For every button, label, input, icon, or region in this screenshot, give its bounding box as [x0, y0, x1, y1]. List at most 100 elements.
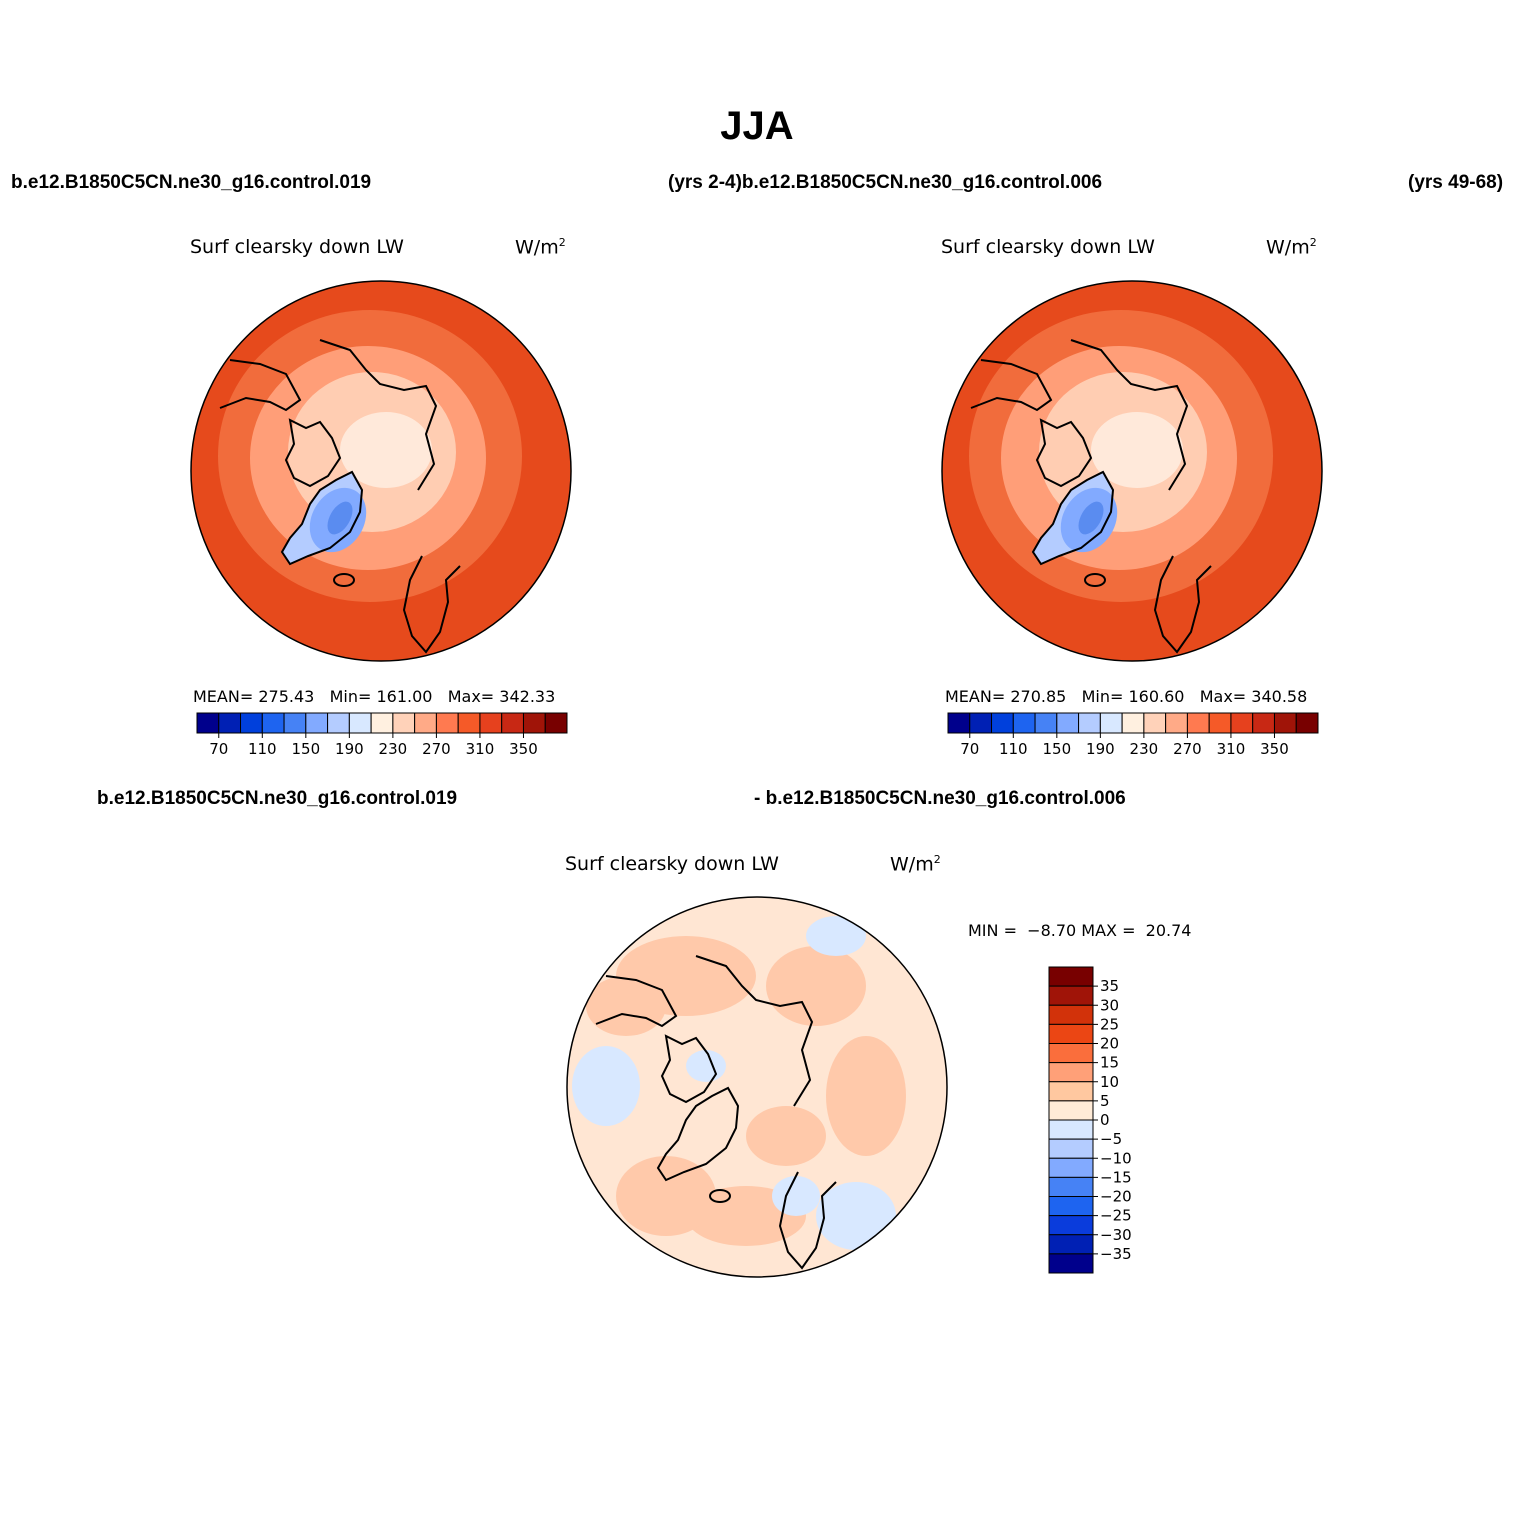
diff-positive-area [766, 946, 866, 1026]
diff-positive-area [586, 976, 666, 1036]
archipelago-outline [284, 418, 342, 488]
scandinavia-coast [402, 555, 461, 654]
colorbar-swatch [1121, 712, 1145, 734]
colorbar-swatch [544, 712, 568, 734]
alaska-coast [595, 975, 678, 1028]
greenland-min [327, 501, 353, 535]
colorbar-swatch [283, 712, 307, 734]
panel2-units: W/m2 [1266, 236, 1317, 259]
colorbar-swatch [1048, 1023, 1094, 1044]
colorbar-swatch [1048, 1004, 1094, 1025]
panel2-variable: Surf clearsky down LW [941, 236, 1155, 258]
colorbar-swatch [1230, 712, 1254, 734]
archipelago-outline [660, 1034, 718, 1104]
case2-years-header: (yrs 49-68) [1408, 172, 1504, 193]
colorbar-swatch [479, 712, 503, 734]
iceland-outline [333, 573, 355, 587]
colorbar-swatch [1012, 712, 1036, 734]
panel1-stats: MEAN= 275.43 Min= 161.00 Max= 342.33 [193, 687, 556, 706]
colorbar-tick-label: −15 [1100, 1168, 1132, 1186]
colorbar-tick-label: 350 [1260, 740, 1289, 758]
diff-case2-header: - b.e12.B1850C5CN.ne30_g16.control.006 [754, 788, 1126, 809]
diff-negative-area [816, 1182, 896, 1250]
colorbar-tick-label: 270 [422, 740, 451, 758]
colorbar-swatch [240, 712, 263, 734]
colorbar-swatch [522, 712, 546, 734]
colorbar-tick-label: 350 [509, 740, 538, 758]
alaska-coast [970, 359, 1053, 412]
colorbar-swatch [414, 712, 437, 734]
case1-header: b.e12.B1850C5CN.ne30_g16.control.019 [11, 172, 372, 193]
panel3-variable: Surf clearsky down LW [565, 853, 779, 875]
panel2-colorbar: 70 110 150 190 230 270 310 350 [947, 712, 1319, 758]
greenland-outline [656, 1086, 740, 1182]
colorbar-tick-label: 270 [1173, 740, 1202, 758]
colorbar-tick-label: 70 [209, 740, 228, 758]
colorbar-tick-label: 35 [1100, 977, 1119, 995]
colorbar-tick-label: −10 [1100, 1149, 1132, 1167]
colorbar-tick-label: 310 [466, 740, 495, 758]
colorbar-swatch [1078, 712, 1101, 734]
colorbar-swatch [457, 712, 481, 734]
colorbar-swatch [1295, 712, 1319, 734]
colorbar-swatch [1048, 1157, 1094, 1178]
colorbar-tick-label: 190 [1086, 740, 1115, 758]
archipelago-outline [1035, 418, 1093, 488]
panel1-colorbar: 70 110 150 190 230 270 310 350 [196, 712, 568, 758]
colorbar-swatch [1186, 712, 1210, 734]
colorbar-tick-label: 5 [1100, 1092, 1110, 1110]
colorbar-tick-label: −20 [1100, 1188, 1132, 1206]
colorbar-tick-label: 110 [999, 740, 1028, 758]
colorbar-tick-label: 15 [1100, 1054, 1119, 1072]
panel2-map [941, 280, 1323, 662]
colorbar-swatch [501, 712, 524, 734]
colorbar-swatch [392, 712, 416, 734]
panel1-units: W/m2 [515, 236, 566, 259]
field-pole [1091, 412, 1183, 488]
iceland-outline [709, 1189, 731, 1203]
colorbar-swatch [1099, 712, 1123, 734]
diff-positive-area [746, 1106, 826, 1166]
colorbar-swatch [1048, 1176, 1094, 1197]
colorbar-swatch [991, 712, 1014, 734]
greenland-outline [1031, 470, 1115, 566]
colorbar-tick-label: 20 [1100, 1035, 1119, 1053]
colorbar-swatch [1048, 1138, 1094, 1159]
diff-positive-area [826, 1036, 906, 1156]
colorbar-swatch [969, 712, 993, 734]
diff-negative-area [806, 916, 866, 956]
colorbar-tick-label: −5 [1100, 1130, 1122, 1148]
eurasia-coast [1070, 339, 1189, 491]
diff-positive-area [616, 1156, 716, 1236]
colorbar-swatch [947, 712, 971, 734]
colorbar-swatch [1048, 1215, 1094, 1236]
panel3-map [566, 896, 948, 1278]
panel1-map [190, 280, 572, 662]
panel1-variable: Surf clearsky down LW [190, 236, 404, 258]
colorbar-tick-label: −25 [1100, 1207, 1132, 1225]
colorbar-swatch [435, 712, 459, 734]
colorbar-swatch [1048, 1043, 1094, 1064]
diff-negative-area [686, 1050, 726, 1082]
scandinavia-coast [778, 1171, 837, 1270]
colorbar-swatch [1048, 1081, 1094, 1102]
field-pole [340, 412, 432, 488]
case1-years-case2-header: (yrs 2-4)b.e12.B1850C5CN.ne30_g16.contro… [668, 172, 1103, 193]
panel3-stats: MIN = −8.70 MAX = 20.74 [968, 921, 1192, 940]
colorbar-tick-label: −35 [1100, 1245, 1132, 1263]
greenland-outline [280, 470, 364, 566]
eurasia-coast [695, 955, 814, 1107]
colorbar-tick-label: −30 [1100, 1226, 1132, 1244]
colorbar-swatch [1143, 712, 1167, 734]
diff-negative-area [772, 1176, 820, 1216]
colorbar-swatch [218, 712, 242, 734]
diff-case1-header: b.e12.B1850C5CN.ne30_g16.control.019 [97, 788, 458, 809]
colorbar-swatch [1034, 712, 1058, 734]
diff-negative-area [572, 1046, 640, 1126]
greenland-min [1078, 501, 1104, 535]
colorbar-swatch [1056, 712, 1080, 734]
colorbar-swatch [1252, 712, 1275, 734]
colorbar-tick-label: 150 [1043, 740, 1072, 758]
colorbar-tick-label: 30 [1100, 996, 1119, 1014]
